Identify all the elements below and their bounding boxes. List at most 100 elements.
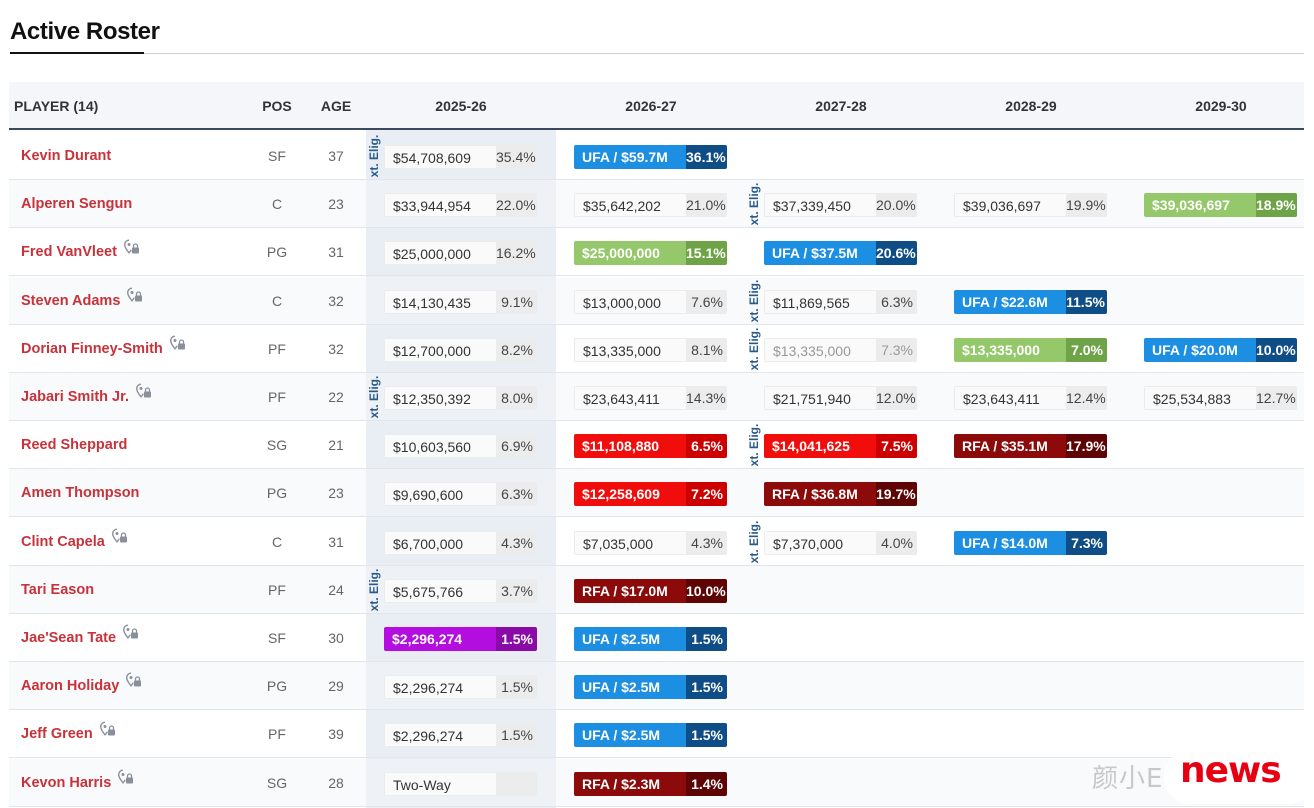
header-age[interactable]: AGE: [320, 98, 352, 114]
cap-percentage: 4.3%: [496, 530, 537, 555]
header-season-2029-30[interactable]: 2029-30: [1195, 98, 1247, 114]
header-season-2026-27[interactable]: 2026-27: [625, 98, 677, 114]
salary-cell-2025-26[interactable]: $9,690,600 6.3%: [384, 482, 537, 507]
salary-amount: $21,751,940: [764, 386, 876, 410]
salary-cell-2025-26[interactable]: $2,296,274 1.5%: [384, 627, 537, 651]
salary-cell-2025-26[interactable]: $5,675,766 3.7%: [384, 578, 537, 603]
salary-cell-2025-26[interactable]: $12,350,392 8.0%: [384, 386, 537, 410]
player-link-jeff-green[interactable]: Jeff Green: [21, 710, 116, 758]
salary-amount: UFA / $37.5M: [764, 241, 876, 266]
salary-cell-2025-26[interactable]: $2,296,274 1.5%: [384, 675, 537, 700]
player-position: PF: [268, 340, 286, 357]
extension-eligible-marker: xt. Elig.: [747, 277, 761, 325]
salary-cell-2025-26[interactable]: $25,000,000 16.2%: [384, 241, 537, 266]
salary-amount: $25,000,000: [574, 241, 686, 266]
salary-cell-2026-27[interactable]: RFA / $2.3M 1.4%: [574, 771, 727, 796]
salary-cell-2026-27[interactable]: $25,000,000 15.1%: [574, 241, 727, 266]
player-link-clint-capela[interactable]: Clint Capela: [21, 518, 128, 566]
salary-cell-2026-27[interactable]: $13,335,000 8.1%: [574, 337, 727, 362]
player-link-reed-sheppard[interactable]: Reed Sheppard: [21, 421, 127, 469]
salary-cell-2025-26[interactable]: $33,944,954 22.0%: [384, 193, 537, 218]
extension-eligible-marker: xt. Elig.: [367, 132, 381, 180]
salary-cell-2029-30[interactable]: $25,534,883 12.7%: [1144, 386, 1297, 410]
salary-amount: UFA / $20.0M: [1144, 337, 1256, 362]
salary-amount: UFA / $22.6M: [954, 289, 1066, 314]
player-link-aaron-holiday[interactable]: Aaron Holiday: [21, 662, 142, 710]
salary-cell-2029-30[interactable]: $39,036,697 18.9%: [1144, 193, 1297, 218]
salary-cell-2029-30[interactable]: UFA / $20.0M 10.0%: [1144, 337, 1297, 362]
salary-amount: $23,643,411: [954, 386, 1066, 410]
cap-percentage: 1.4%: [686, 771, 727, 796]
salary-cell-2028-29[interactable]: $39,036,697 19.9%: [954, 193, 1107, 218]
location-lock-icon: [117, 757, 134, 805]
salary-cell-2028-29[interactable]: RFA / $35.1M 17.9%: [954, 434, 1107, 459]
player-link-dorian-finney-smith[interactable]: Dorian Finney-Smith: [21, 325, 186, 373]
player-position: PF: [268, 581, 286, 598]
header-player[interactable]: PLAYER (14): [14, 98, 99, 114]
cap-percentage: 22.0%: [496, 193, 537, 218]
salary-cell-2027-28[interactable]: $13,335,000 7.3%: [764, 337, 917, 362]
salary-cell-2027-28[interactable]: $37,339,450 20.0%: [764, 193, 917, 218]
player-link-kevon-harris[interactable]: Kevon Harris: [21, 759, 134, 807]
salary-cell-2026-27[interactable]: RFA / $17.0M 10.0%: [574, 578, 727, 603]
player-age: 22: [328, 389, 344, 405]
salary-cell-2027-28[interactable]: RFA / $36.8M 19.7%: [764, 482, 917, 507]
salary-amount: $11,869,565: [764, 289, 876, 314]
player-link-jae-sean-tate[interactable]: Jae'Sean Tate: [21, 614, 139, 662]
salary-amount: $7,035,000: [574, 530, 686, 555]
table-row: Tari Eason PF 24 $5,675,766 3.7% RFA / $17.0M…: [9, 565, 1304, 614]
salary-cell-2026-27[interactable]: UFA / $2.5M 1.5%: [574, 627, 727, 651]
player-link-amen-thompson[interactable]: Amen Thompson: [21, 469, 139, 517]
salary-cell-2026-27[interactable]: $13,000,000 7.6%: [574, 289, 727, 314]
salary-cell-2027-28[interactable]: $7,370,000 4.0%: [764, 530, 917, 555]
salary-cell-2026-27[interactable]: UFA / $2.5M 1.5%: [574, 675, 727, 700]
salary-cell-2025-26[interactable]: $14,130,435 9.1%: [384, 289, 537, 314]
salary-cell-2026-27[interactable]: $35,642,202 21.0%: [574, 193, 727, 218]
player-link-kevin-durant[interactable]: Kevin Durant: [21, 132, 111, 180]
salary-amount: $10,603,560: [384, 434, 496, 459]
extension-eligible-label: xt. Elig.: [747, 520, 761, 563]
cap-percentage: 6.3%: [496, 482, 537, 507]
player-link-tari-eason[interactable]: Tari Eason: [21, 566, 94, 614]
salary-cell-2025-26[interactable]: $10,603,560 6.9%: [384, 434, 537, 459]
header-season-2028-29[interactable]: 2028-29: [1005, 98, 1057, 114]
salary-cell-2026-27[interactable]: UFA / $2.5M 1.5%: [574, 723, 727, 748]
salary-cell-2026-27[interactable]: $11,108,880 6.5%: [574, 434, 727, 459]
salary-cell-2028-29[interactable]: UFA / $22.6M 11.5%: [954, 289, 1107, 314]
cap-percentage: 35.4%: [496, 145, 537, 169]
player-link-steven-adams[interactable]: Steven Adams: [21, 277, 143, 325]
header-season-2027-28[interactable]: 2027-28: [815, 98, 867, 114]
salary-amount: $7,370,000: [764, 530, 876, 555]
salary-cell-2026-27[interactable]: UFA / $59.7M 36.1%: [574, 145, 727, 169]
salary-cell-2025-26[interactable]: $54,708,609 35.4%: [384, 145, 537, 169]
salary-cell-2025-26[interactable]: $12,700,000 8.2%: [384, 337, 537, 362]
salary-amount: $5,675,766: [384, 578, 496, 603]
header-season-2025-26[interactable]: 2025-26: [435, 98, 487, 114]
salary-cell-2028-29[interactable]: $23,643,411 12.4%: [954, 386, 1107, 410]
salary-cell-2028-29[interactable]: UFA / $14.0M 7.3%: [954, 530, 1107, 555]
salary-amount: UFA / $2.5M: [574, 627, 686, 651]
salary-amount: $6,700,000: [384, 530, 496, 555]
player-link-fred-vanvleet[interactable]: Fred VanVleet: [21, 228, 140, 276]
player-name: Reed Sheppard: [21, 437, 128, 454]
salary-cell-2025-26[interactable]: Two-Way: [384, 771, 537, 796]
player-link-alperen-sengun[interactable]: Alperen Sengun: [21, 180, 132, 228]
cap-percentage: 20.0%: [876, 193, 917, 218]
player-position: PG: [266, 485, 288, 502]
player-link-jabari-smith-jr[interactable]: Jabari Smith Jr.: [21, 373, 152, 421]
header-pos[interactable]: POS: [262, 98, 292, 114]
salary-cell-2025-26[interactable]: $6,700,000 4.3%: [384, 530, 537, 555]
salary-cell-2027-28[interactable]: $11,869,565 6.3%: [764, 289, 917, 314]
extension-eligible-label: xt. Elig.: [367, 568, 381, 612]
salary-amount: UFA / $59.7M: [574, 145, 686, 169]
salary-cell-2026-27[interactable]: $7,035,000 4.3%: [574, 530, 727, 555]
salary-cell-2028-29[interactable]: $13,335,000 7.0%: [954, 337, 1107, 362]
salary-cell-2027-28[interactable]: $21,751,940 12.0%: [764, 386, 917, 410]
cap-percentage: 7.3%: [1066, 530, 1107, 555]
location-lock-icon: [111, 516, 128, 564]
salary-cell-2025-26[interactable]: $2,296,274 1.5%: [384, 723, 537, 748]
salary-cell-2027-28[interactable]: $14,041,625 7.5%: [764, 434, 917, 459]
salary-cell-2027-28[interactable]: UFA / $37.5M 20.6%: [764, 241, 917, 266]
salary-cell-2026-27[interactable]: $23,643,411 14.3%: [574, 386, 727, 410]
salary-cell-2026-27[interactable]: $12,258,609 7.2%: [574, 482, 727, 507]
